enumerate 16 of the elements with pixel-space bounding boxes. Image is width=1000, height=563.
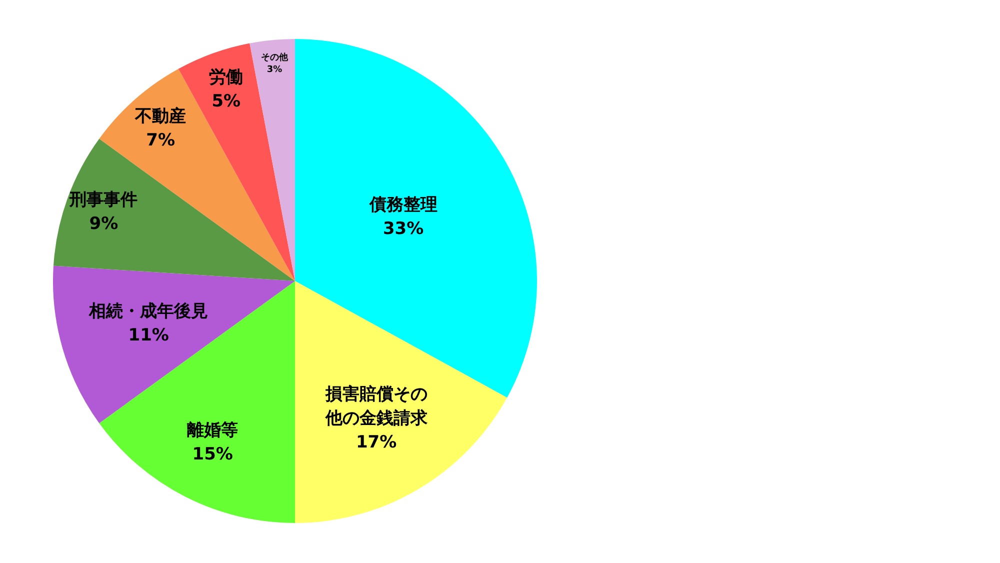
data-label: 15% [192,444,233,465]
slice-label: 労働 [209,68,244,88]
slice-label: 相続・成年後見 [88,302,208,322]
data-label: 33% [382,218,424,239]
slice-label: 不動産 [134,106,186,127]
data-label: 17% [356,432,397,452]
slice-label: 刑事事件 [68,190,138,210]
data-label: 5% [212,92,241,112]
slice-label: 債務整理 [368,194,438,215]
slice-label: 損害賠償その他の金銭請求 [324,384,428,428]
data-label: 7% [146,130,176,151]
data-label: 11% [128,326,169,346]
slice-label: その他 [261,52,290,64]
data-label: 9% [89,214,118,234]
data-label: 3% [266,65,282,76]
slice-label: 離婚等 [186,420,238,441]
